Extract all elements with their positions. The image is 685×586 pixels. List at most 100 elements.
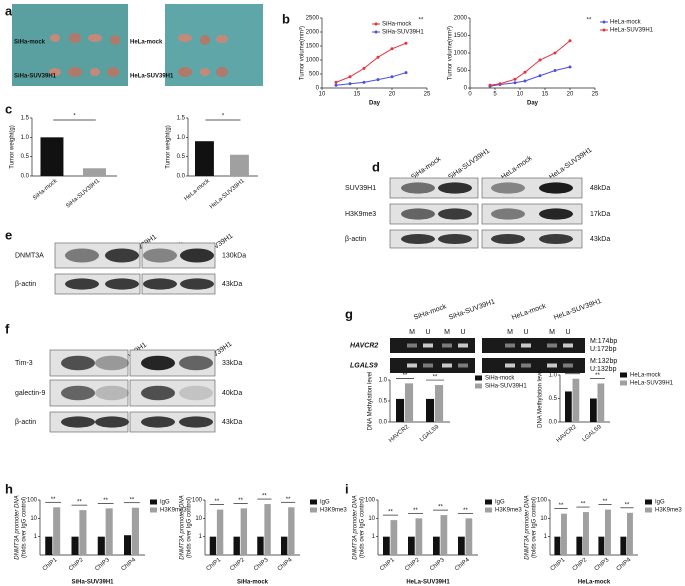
blot-column-label: HeLa-SUV39H1 xyxy=(548,147,593,182)
photo-label: HeLa-SUV39H1 xyxy=(130,74,174,80)
blot-size-label: 33kDa xyxy=(222,360,242,367)
x-tick-label: ChIP4 xyxy=(277,557,294,573)
blot-size-label: 17kDa xyxy=(590,211,610,218)
panel-label: a xyxy=(5,3,13,18)
x-tick-label: ChIP3 xyxy=(429,557,446,573)
panel-label: d xyxy=(372,159,380,174)
data-point xyxy=(376,55,380,59)
legend-label: IgG xyxy=(160,500,170,506)
blot-band xyxy=(180,248,214,263)
bar xyxy=(415,518,423,555)
legend-label: HeLa-SUV39H1 xyxy=(630,381,674,387)
blot-band xyxy=(179,385,213,401)
x-tick-label: ChIP4 xyxy=(616,557,633,573)
blot-size-label: 130kDa xyxy=(222,252,246,259)
blot-row-label: H3K9me3 xyxy=(345,211,376,218)
y-tick-label: 100 xyxy=(365,498,376,504)
x-tick-label: ChIP2 xyxy=(68,557,85,573)
tumor xyxy=(90,68,100,76)
tumor xyxy=(178,34,192,42)
y-tick-label: 0 xyxy=(464,86,468,92)
gel-lane-label: U xyxy=(425,329,430,336)
series-line xyxy=(489,40,571,86)
tumor xyxy=(200,35,210,45)
legend-label: H3K9me3 xyxy=(320,508,347,514)
y-axis-label: (folds over IgG control) xyxy=(22,497,28,558)
annotation: ** xyxy=(433,375,438,381)
y-tick-label: 10 xyxy=(540,516,547,522)
x-tick-label: 20 xyxy=(389,92,396,98)
bar xyxy=(83,168,106,176)
x-tick-label: 15 xyxy=(542,92,549,98)
gel-lane-label: U xyxy=(460,329,465,336)
panel-label: g xyxy=(345,306,353,321)
blot-band xyxy=(491,233,525,245)
x-tick-label: ChIP1 xyxy=(42,557,59,573)
x-tick-label: ChIP2 xyxy=(229,557,246,573)
blot-band xyxy=(95,385,129,401)
blot-band xyxy=(180,278,214,290)
data-point xyxy=(376,78,380,82)
blot-band xyxy=(491,208,525,220)
gel-band xyxy=(547,363,557,368)
bar xyxy=(576,536,583,555)
data-point xyxy=(390,47,394,51)
photo-label: SiHa-mock xyxy=(14,40,46,46)
y-tick-label: 100 xyxy=(537,498,548,504)
y-axis-label: DNA Methylation level xyxy=(538,369,544,428)
x-tick-label: 15 xyxy=(354,92,361,98)
x-tick-label: ChIP2 xyxy=(572,557,589,573)
legend-swatch xyxy=(150,507,157,513)
x-tick-label: ChIP1 xyxy=(206,557,223,573)
y-axis-label: Tumor weight(g) xyxy=(10,125,16,168)
tumor xyxy=(110,35,120,45)
blot-row-label: β-actin xyxy=(15,281,36,288)
blot-row-label: SUV39H1 xyxy=(345,185,376,192)
blot-band xyxy=(143,278,177,290)
x-tick-label: ChIP1 xyxy=(550,557,567,573)
photo-label: SiHa-SUV39H1 xyxy=(14,74,57,80)
legend-label: SiHa-SUV39H1 xyxy=(485,384,527,390)
x-tick-label: HeLa-mock xyxy=(183,178,211,203)
y-tick-label: 1500 xyxy=(306,44,320,50)
legend-label: IgG xyxy=(320,500,330,506)
blot-band xyxy=(438,208,472,220)
y-tick-label: 1000 xyxy=(454,51,468,57)
y-axis-label: DNMT3A promoter DNA xyxy=(353,495,359,559)
gel-lane-label: M xyxy=(549,329,555,336)
bar xyxy=(598,536,605,555)
bar xyxy=(79,510,87,555)
gel-band xyxy=(505,363,515,368)
tumor xyxy=(88,34,102,42)
gel-band xyxy=(458,343,468,348)
blot-row-label: DNMT3A xyxy=(15,252,44,259)
blot-size-label: 40kDa xyxy=(222,390,242,397)
blot-band xyxy=(61,355,95,371)
legend-marker xyxy=(374,30,378,34)
annotation: ** xyxy=(51,497,56,503)
blot-band xyxy=(401,182,435,194)
x-tick-label: SiHa-mock xyxy=(32,178,59,202)
x-tick-label: SiHa-SUV39H1 xyxy=(65,178,101,210)
x-tick-label: HeLa-SUV39H1 xyxy=(209,178,246,211)
y-tick-label: 1.5 xyxy=(177,116,186,122)
data-point xyxy=(390,75,394,79)
bar xyxy=(627,512,633,555)
legend-swatch xyxy=(620,372,627,378)
panel-label: e xyxy=(5,227,12,242)
x-tick-label: ChIP2 xyxy=(404,557,421,573)
data-point xyxy=(334,83,338,87)
x-tick-label: 25 xyxy=(424,92,431,98)
x-tick-label: 20 xyxy=(567,92,574,98)
y-axis-label: DNA Methylation level xyxy=(368,372,374,431)
x-axis-label: Day xyxy=(369,101,381,107)
y-tick-label: 0.0 xyxy=(549,420,558,426)
gel-band xyxy=(407,363,417,368)
annotation: ** xyxy=(595,373,600,379)
y-tick-label: 0.0 xyxy=(21,174,30,180)
bar xyxy=(97,536,105,555)
gel-band xyxy=(521,363,531,368)
annotation: ** xyxy=(403,373,408,379)
annotation: * xyxy=(222,114,225,120)
blot-band xyxy=(95,416,129,428)
